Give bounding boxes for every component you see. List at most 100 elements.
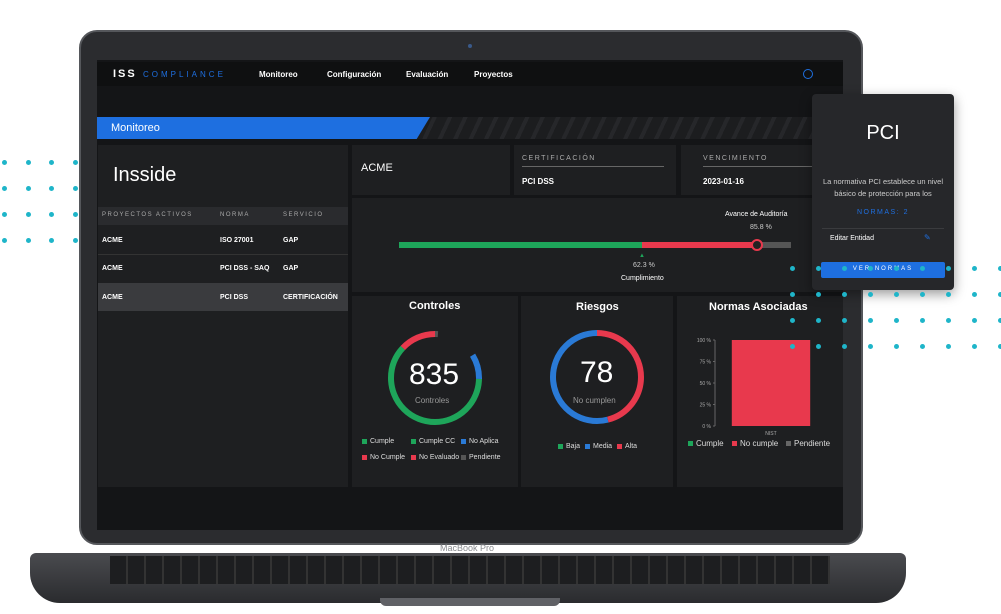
- ring-segment: [388, 331, 482, 425]
- cert-box: [514, 145, 676, 195]
- dot: [946, 344, 951, 349]
- dot: [72, 212, 78, 217]
- legend-text: Cumple CC: [419, 438, 456, 445]
- dot: [816, 292, 821, 297]
- y-tick-label: 25 %: [700, 403, 712, 409]
- nav-item[interactable]: Evaluación: [406, 70, 449, 79]
- progress-audit: [642, 242, 757, 248]
- legend-text: No cumple: [740, 439, 779, 448]
- dot: [790, 266, 795, 271]
- brand: ISS: [113, 68, 137, 80]
- dot: [894, 266, 899, 271]
- legend-text: Alta: [625, 443, 638, 450]
- x-tick-label: NIST: [765, 431, 776, 437]
- underline: [703, 166, 813, 167]
- dot: [998, 292, 1001, 297]
- legend-item: Baja: [558, 443, 580, 450]
- cell: ACME: [102, 294, 123, 301]
- card-edit[interactable]: Editar Entidad: [830, 235, 874, 242]
- dot: [998, 266, 1001, 271]
- legend-item: Cumple CC: [411, 438, 455, 445]
- norms-chart: 0 % 25 % 50 % 75 % 100 % NIST: [697, 338, 811, 437]
- banner: [97, 117, 430, 139]
- dot: [72, 160, 78, 165]
- legend-item: No cumple: [732, 439, 778, 448]
- header-cell: NORMA: [220, 212, 250, 218]
- dot: [49, 186, 54, 191]
- dot: [816, 318, 821, 323]
- dot: [894, 318, 899, 323]
- dot: [894, 344, 899, 349]
- legend-text: Cumple: [696, 439, 724, 448]
- dot: [49, 238, 54, 243]
- dot: [72, 238, 78, 243]
- legend-text: Cumple: [370, 438, 395, 445]
- header-cell: PROYECTOS ACTIVOS: [102, 212, 193, 218]
- exp-label: VENCIMIENTO: [703, 155, 768, 162]
- card-button-text[interactable]: VER NORMAS: [852, 266, 914, 272]
- dot: [868, 344, 873, 349]
- risks-ring: [550, 330, 644, 424]
- dot: [25, 160, 31, 165]
- dot: [790, 292, 795, 297]
- card-norms: NORMAS: 2: [856, 209, 909, 216]
- dot: [998, 318, 1001, 323]
- cert-value: PCI DSS: [522, 177, 555, 186]
- cell: CERTIFICACIÓN: [283, 294, 338, 301]
- dot: [868, 318, 873, 323]
- card-button[interactable]: [821, 262, 945, 278]
- trackpad-notch: [380, 598, 560, 606]
- cell: PCI DSS: [220, 294, 249, 301]
- dot: [790, 318, 795, 323]
- legend-item: No Cumple: [362, 454, 405, 461]
- dot: [2, 160, 7, 165]
- dot: [25, 186, 31, 191]
- progress-knob: [751, 239, 763, 251]
- cell: GAP: [283, 265, 299, 272]
- legend-text: Baja: [566, 443, 581, 450]
- legend-text: No Evaluado: [419, 454, 460, 461]
- card-title: PCI: [866, 122, 900, 144]
- table-header: [98, 207, 348, 225]
- audit-label: Avance de Auditoría: [725, 211, 788, 218]
- audit-value: 85.8 %: [750, 224, 772, 231]
- dot: [920, 344, 925, 349]
- dot: [946, 292, 951, 297]
- header-cell: SERVICIO: [283, 212, 324, 218]
- compliance-label: Cumplimiento: [621, 275, 664, 282]
- user-icon[interactable]: [803, 69, 813, 79]
- dot: [868, 266, 873, 271]
- controls-count: 835: [409, 358, 460, 391]
- legend-text: Pendiente: [794, 439, 831, 448]
- dot: [25, 212, 31, 217]
- underline: [522, 166, 664, 167]
- row-selected[interactable]: [98, 283, 348, 311]
- nav-item[interactable]: Monitoreo: [259, 70, 298, 79]
- entity-box: [352, 145, 510, 195]
- norms-title: Normas Asociadas: [709, 301, 808, 313]
- dot: [2, 186, 7, 191]
- dot: [842, 318, 847, 323]
- nav-item[interactable]: Proyectos: [474, 70, 513, 79]
- dot: [868, 292, 873, 297]
- compliance-value: 62.3 %: [633, 262, 655, 269]
- edit-icon[interactable]: ✎: [924, 233, 931, 242]
- cell: ACME: [102, 237, 123, 244]
- nav-item[interactable]: Configuración: [327, 70, 382, 79]
- legend-text: No Cumple: [370, 454, 406, 461]
- bar: [731, 340, 811, 426]
- legend-item: Media: [585, 443, 612, 450]
- dot: [49, 160, 54, 165]
- banner-title: Monitoreo: [111, 122, 160, 134]
- company-title: Insside: [113, 164, 177, 186]
- dot: [25, 238, 31, 243]
- risks-caption: No cumplen: [573, 396, 616, 405]
- y-tick-label: 50 %: [700, 381, 712, 387]
- dot: [972, 292, 977, 297]
- y-tick-label: 0 %: [702, 424, 711, 430]
- dot: [894, 292, 899, 297]
- exp-value: 2023-01-16: [703, 177, 744, 186]
- company-panel: [98, 145, 348, 487]
- progress-compliance: [399, 242, 642, 248]
